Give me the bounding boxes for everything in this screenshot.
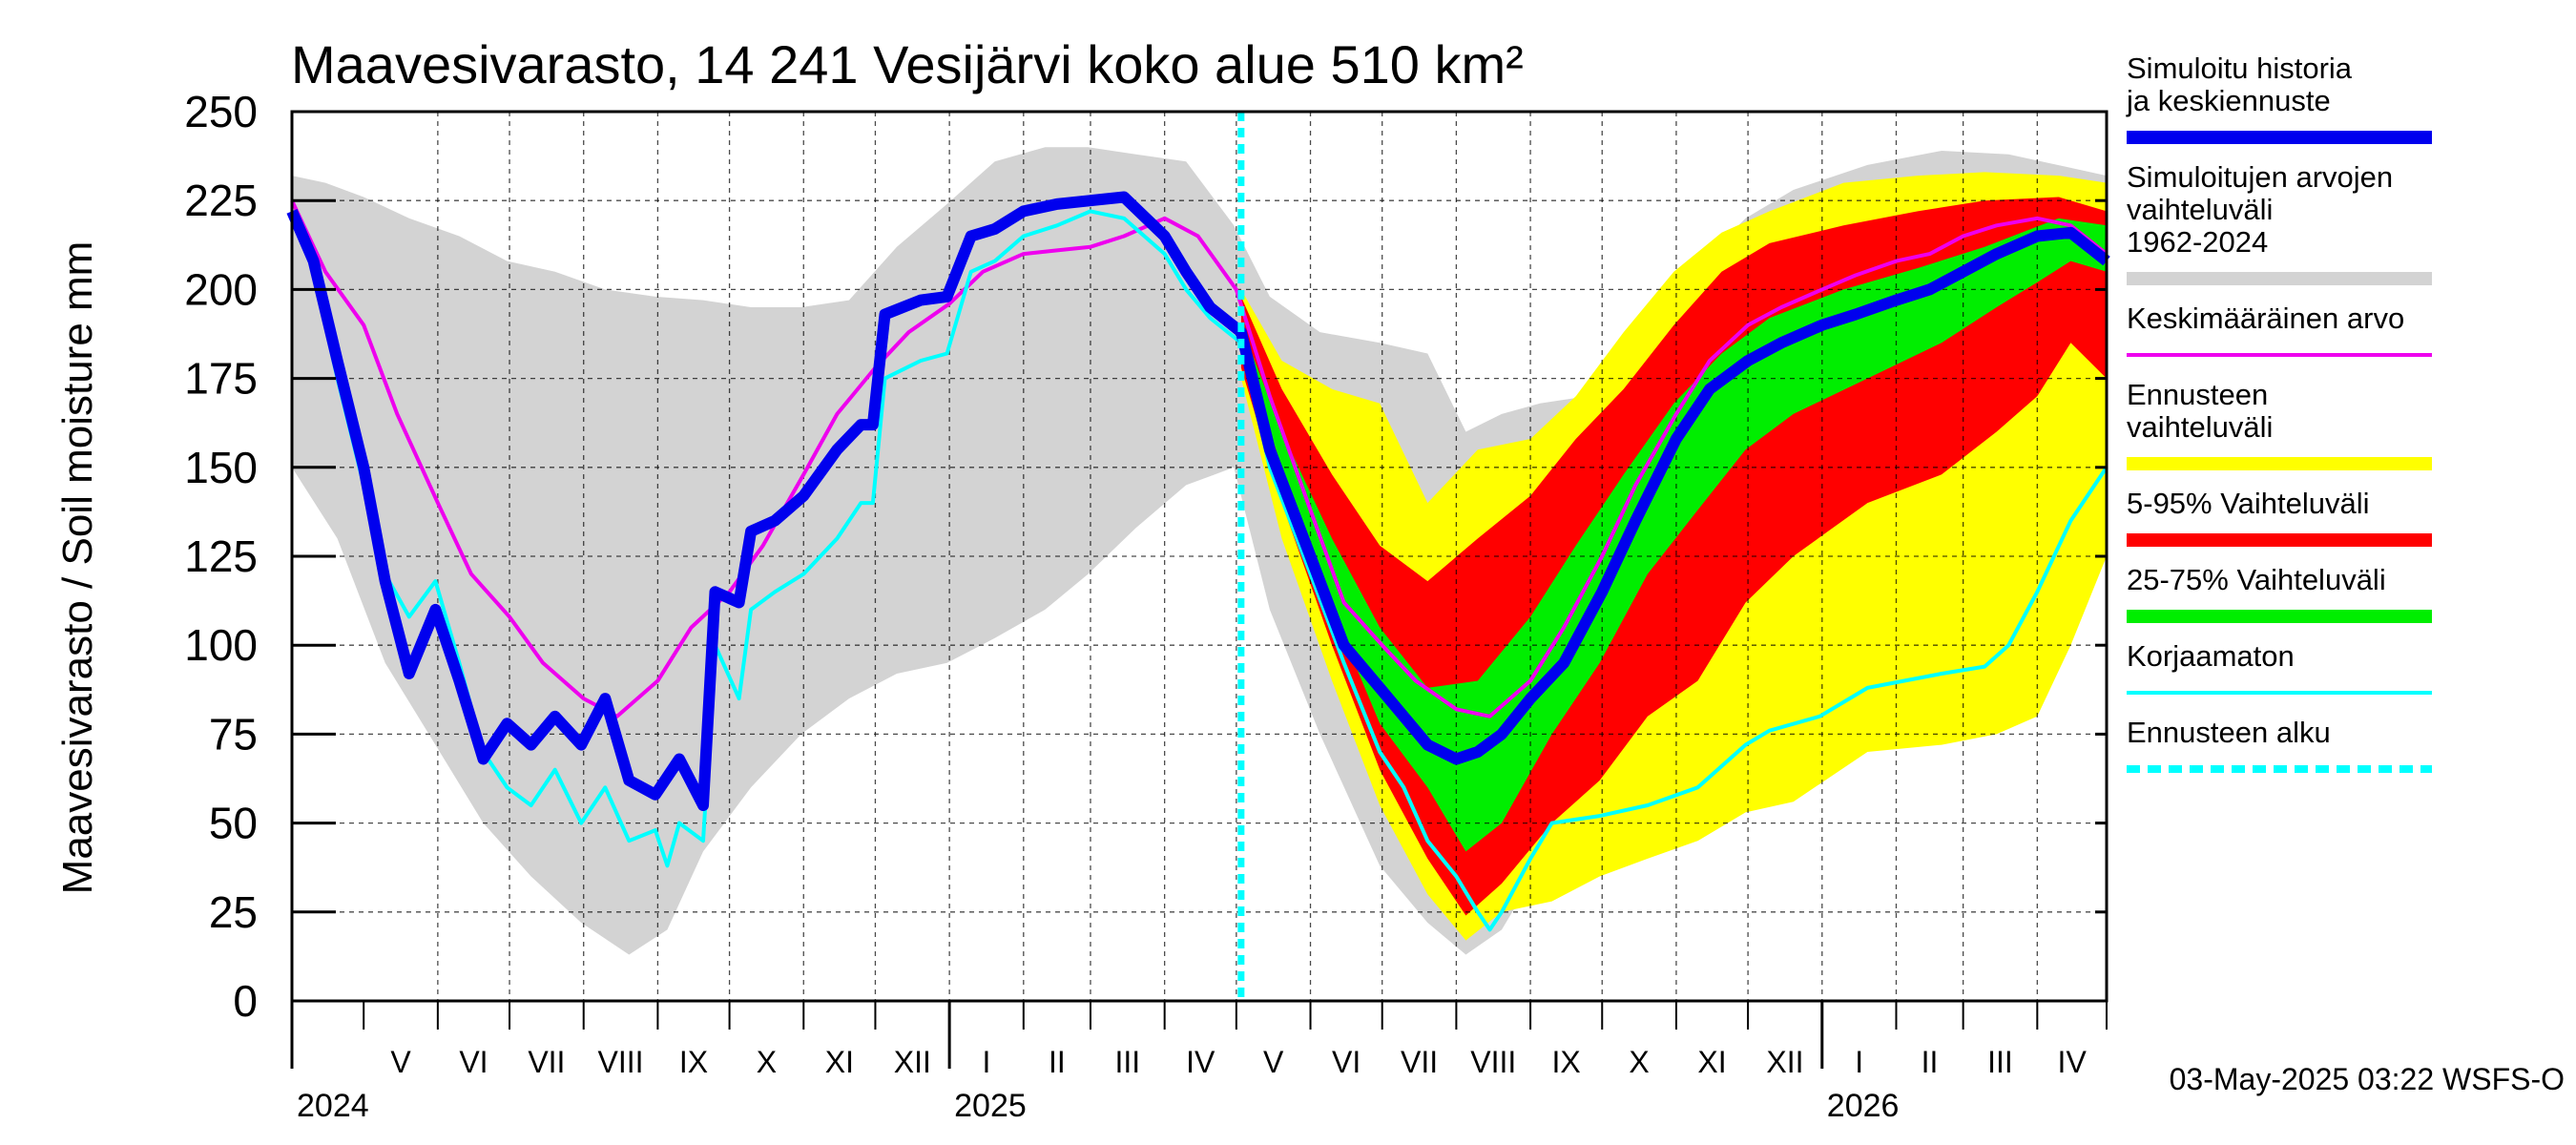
y-tick-label: 200 [184,264,258,314]
legend-item-0: Simuloitu historia ja keskiennuste [2126,52,2432,144]
series-line-0 [290,199,2109,718]
y-tick-label: 0 [233,976,258,1026]
x-month-label: V [390,1045,411,1079]
legend-label: 25-75% Vaihteluväli [2127,563,2386,596]
x-month-label: III [1114,1045,1140,1079]
legend-item-1: Simuloitujen arvojen vaihteluväli 1962-202… [2127,160,2432,285]
x-month-label: X [1629,1045,1649,1079]
x-year-label: 2024 [297,1088,369,1124]
x-month-label: V [1263,1045,1284,1079]
x-month-label: IX [1552,1045,1581,1079]
x-month-label: XI [1697,1045,1726,1079]
y-tick-label: 50 [209,799,258,848]
y-tick-label: 150 [184,443,258,492]
bands-layer [292,147,2107,955]
x-month-label: IV [1186,1045,1215,1079]
chart-title: Maavesivarasto, 14 241 Vesijärvi koko al… [291,34,1524,94]
x-month-label: IV [2058,1045,2088,1079]
legend-label: Korjaamaton [2127,639,2295,673]
band-3 [1240,218,2107,852]
y-tick-label: 100 [184,620,258,670]
y-axis-label: Maavesivarasto / Soil moisture mm [54,241,101,895]
x-month-label: VIII [1470,1045,1516,1079]
x-month-label: VI [459,1045,488,1079]
legend-item-2: Keskimääräinen arvo [2127,302,2432,357]
y-tick-label: 175 [184,354,258,404]
legend-label: Ennusteen vaihteluväli [2127,378,2273,444]
x-month-label: VII [1401,1045,1438,1079]
y-tick-label: 25 [209,887,258,937]
legend-label: Simuloitu historia ja keskiennuste [2126,52,2353,117]
x-month-label: II [1049,1045,1066,1079]
legend-item-7: Ennusteen alku [2127,716,2432,773]
x-month-label: IX [679,1045,708,1079]
x-month-label: XII [1766,1045,1803,1079]
legend-item-4: 5-95% Vaihteluväli [2127,487,2432,547]
x-month-label: X [757,1045,777,1079]
x-month-label: II [1922,1045,1939,1079]
legend-label: 5-95% Vaihteluväli [2127,487,2369,520]
legend-label: Ennusteen alku [2127,716,2331,749]
series-line-2 [286,191,2110,811]
timestamp-footer: 03-May-2025 03:22 WSFS-O [2170,1062,2565,1096]
legend-item-3: Ennusteen vaihteluväli [2127,378,2432,470]
y-tick-label: 225 [184,176,258,225]
x-month-label: I [983,1045,991,1079]
x-month-label: VIII [598,1045,644,1079]
x-month-label: I [1855,1045,1863,1079]
y-tick-label: 125 [184,531,258,581]
legend-label: Simuloitujen arvojen vaihteluväli 1962-202… [2127,160,2393,259]
series-line-1 [290,209,2109,932]
x-month-label: XI [825,1045,854,1079]
x-year-label: 2025 [954,1088,1027,1124]
series-layer [286,112,2110,1001]
legend-item-5: 25-75% Vaihteluväli [2127,563,2432,623]
y-tick-label: 250 [184,87,258,136]
legend-item-6: Korjaamaton [2127,639,2432,695]
x-month-label: VII [528,1045,565,1079]
x-month-label: VI [1332,1045,1361,1079]
y-tick-label: 75 [209,709,258,759]
legend: Simuloitu historia ja keskiennuste Simuloi… [2126,52,2432,773]
x-month-label: III [1987,1045,2013,1079]
legend-label: Keskimääräinen arvo [2127,302,2404,335]
x-year-label: 2026 [1827,1088,1900,1124]
x-month-label: XII [894,1045,931,1079]
